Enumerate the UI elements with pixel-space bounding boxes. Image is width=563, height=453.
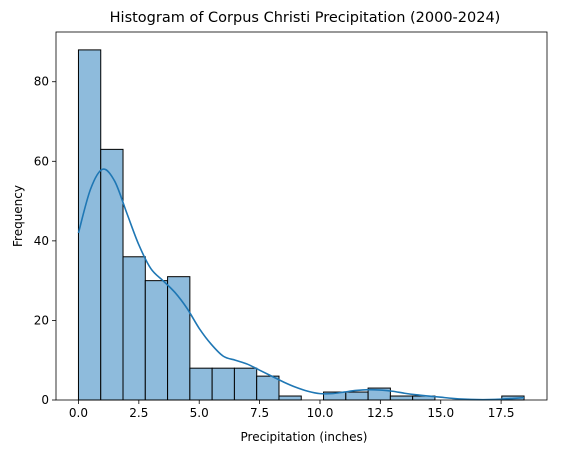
y-tick-label: 80 xyxy=(34,75,49,89)
bars-layer xyxy=(77,49,525,401)
x-tick-label: 7.5 xyxy=(250,406,269,420)
histogram-bar xyxy=(189,367,213,401)
y-tick-label: 40 xyxy=(34,234,49,248)
x-tick-label: 5.0 xyxy=(190,406,209,420)
histogram-bar xyxy=(100,148,124,401)
histogram-bar xyxy=(233,367,258,401)
y-tick-label: 60 xyxy=(34,154,49,168)
plot-frame xyxy=(55,31,548,401)
x-tick-label: 0.0 xyxy=(69,406,88,420)
histogram-bar xyxy=(211,367,235,401)
x-tick-label: 15.0 xyxy=(427,406,454,420)
histogram-bar xyxy=(144,280,169,401)
kde-layer xyxy=(77,168,525,401)
chart-title: Histogram of Corpus Christi Precipitatio… xyxy=(110,10,501,26)
x-tick-label: 12.5 xyxy=(367,406,394,420)
histogram-bar xyxy=(167,276,191,401)
x-axis: 0.0 2.5 5.0 7.5 10.0 12.5 15.0 17.5 xyxy=(69,400,515,420)
histogram-bar xyxy=(278,395,302,401)
y-axis-label: Frequency xyxy=(11,185,25,247)
histogram-bar xyxy=(389,395,414,401)
y-tick-label: 20 xyxy=(34,313,49,327)
histogram-bar xyxy=(256,375,280,401)
y-tick-label: 0 xyxy=(41,393,49,407)
histogram-bar xyxy=(122,256,146,401)
y-axis: 0 20 40 60 80 xyxy=(34,75,56,407)
kde-curve xyxy=(77,168,525,401)
histogram-bar xyxy=(345,391,369,401)
x-tick-label: 17.5 xyxy=(488,406,515,420)
x-axis-label: Precipitation (inches) xyxy=(241,430,368,444)
x-tick-label: 10.0 xyxy=(307,406,334,420)
histogram-bar xyxy=(77,49,102,401)
x-tick-label: 2.5 xyxy=(129,406,148,420)
